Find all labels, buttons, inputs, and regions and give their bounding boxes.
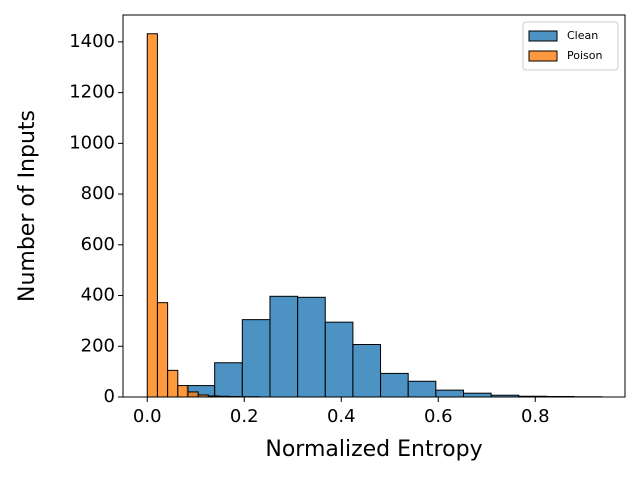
histogram-bar [156, 302, 169, 398]
x-tick-label: 0.0 [133, 406, 162, 427]
histogram-bar [435, 389, 464, 398]
legend-label: Poison [567, 49, 602, 62]
histogram-bar [407, 380, 437, 398]
histogram-bar [380, 372, 409, 398]
plot-frame [122, 14, 626, 398]
histogram-bar [177, 385, 189, 398]
x-axis-label: Normalized Entropy [265, 437, 482, 462]
histogram-bar [241, 319, 271, 398]
y-tick-label: 1000 [69, 132, 115, 153]
y-tick-label: 1200 [69, 82, 115, 103]
histogram-bar [462, 392, 492, 398]
histogram-bar [167, 369, 179, 398]
y-axis-label: Number of Inputs [15, 110, 40, 302]
y-tick-label: 200 [81, 335, 115, 356]
x-tick-label: 0.2 [230, 406, 259, 427]
histogram-bar [214, 362, 243, 398]
x-tick-label: 0.8 [521, 406, 550, 427]
histogram-bar [269, 295, 299, 398]
y-tick-label: 600 [81, 234, 115, 255]
y-tick-label: 400 [81, 285, 115, 306]
y-tick-label: 0 [104, 386, 115, 407]
x-tick-label: 0.4 [327, 406, 356, 427]
histogram-bar [324, 321, 354, 398]
legend-swatch [528, 50, 558, 62]
legend-swatch [528, 30, 558, 42]
histogram-bar [352, 343, 382, 398]
histogram-bar [146, 33, 158, 398]
histogram-bar [187, 391, 199, 398]
y-tick-label: 800 [81, 183, 115, 204]
x-tick-label: 0.6 [424, 406, 453, 427]
legend-label: Clean [567, 29, 598, 42]
y-tick-label: 1400 [69, 31, 115, 52]
histogram-bar [297, 296, 326, 398]
